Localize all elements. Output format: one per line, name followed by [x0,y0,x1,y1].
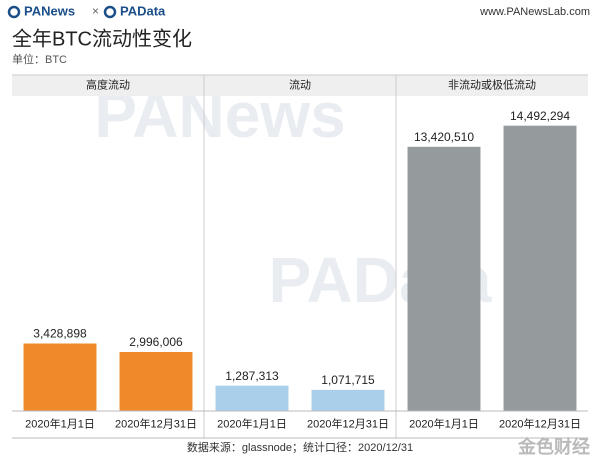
bar [215,385,289,411]
panel-title: 非流动或极低流动 [448,77,536,91]
x-tick-label: 2020年1月1日 [25,416,95,430]
panel-title: 流动 [289,77,311,91]
site: www.PANewsLab.com [479,6,590,18]
source: 数据来源：glassnode；统计口径：2020/12/31 [187,440,413,454]
panel-header-bg [12,75,588,96]
panel-title: 高度流动 [86,77,130,91]
value-label: 1,287,313 [225,369,279,383]
logo-icon [103,5,117,19]
brand: PANews [24,3,75,18]
watermark: 金色财经 [517,436,590,457]
bar [407,146,481,412]
x-tick-label: 2020年1月1日 [217,416,287,430]
value-label: 1,071,715 [321,373,375,387]
value-label: 2,996,006 [129,335,183,349]
brand: PAData [120,3,166,18]
x-tick-label: 2020年12月31日 [499,416,581,430]
bar [503,125,577,412]
value-label: 14,492,294 [510,109,570,123]
bar [119,352,193,411]
value-label: 3,428,898 [33,327,87,341]
x-tick-label: 2020年12月31日 [307,416,389,430]
bar [311,389,385,411]
value-label: 13,420,510 [414,130,474,144]
brand-separator: × [92,4,99,18]
chart-subtitle: 单位：BTC [12,52,67,66]
chart-title: 全年BTC流动性变化 [12,27,192,50]
x-tick-label: 2020年12月31日 [115,416,197,430]
x-tick-label: 2020年1月1日 [409,416,479,430]
bar [23,343,97,411]
logo-icon [7,5,21,19]
